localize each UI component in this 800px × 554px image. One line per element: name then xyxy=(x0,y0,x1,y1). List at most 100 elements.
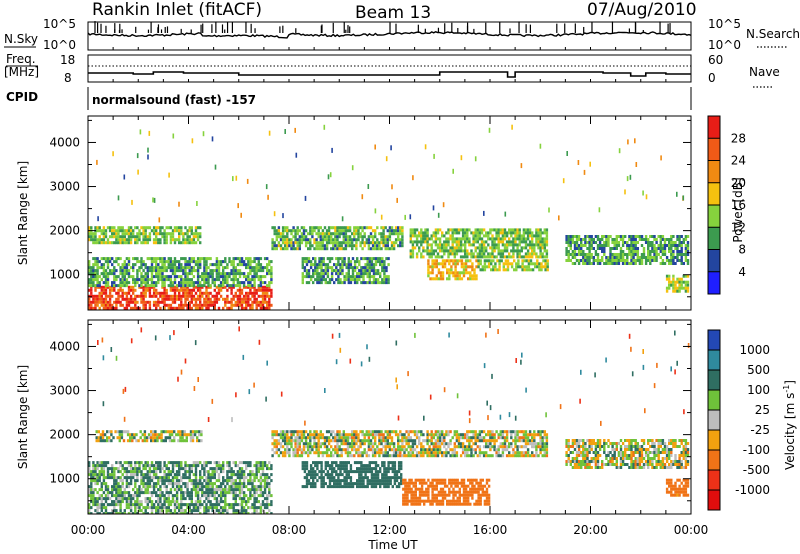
heatmap-cell xyxy=(443,246,446,250)
heatmap-cell xyxy=(487,243,490,247)
heatmap-cell xyxy=(330,235,333,239)
heatmap-cell xyxy=(343,257,346,261)
heatmap-cell xyxy=(275,442,278,446)
heatmap-cell xyxy=(359,235,362,239)
heatmap-cell xyxy=(157,263,160,267)
heatmap-cell xyxy=(116,436,119,440)
heatmap-cell xyxy=(120,430,124,434)
heatmap-cell xyxy=(459,243,463,247)
heatmap-cell xyxy=(146,300,149,304)
heatmap-cell xyxy=(584,262,587,265)
heatmap-cell xyxy=(125,500,129,504)
heatmap-cell xyxy=(192,503,196,507)
heatmap-cell xyxy=(247,482,250,486)
heatmap-cell xyxy=(199,506,202,510)
heatmap-cell xyxy=(182,291,185,295)
heatmap-cell xyxy=(169,479,173,483)
heatmap-cell xyxy=(150,284,154,288)
heatmap-cell xyxy=(171,281,175,285)
heatmap-cell xyxy=(569,244,572,247)
heatmap-cell xyxy=(303,257,307,261)
heatmap-cell xyxy=(144,476,147,480)
heatmap-cell xyxy=(305,281,309,285)
heatmap-cell xyxy=(249,482,252,486)
heatmap-cell xyxy=(188,257,191,261)
heatmap-cell xyxy=(132,503,135,507)
heatmap-cell xyxy=(255,485,258,489)
heatmap-cell xyxy=(684,247,688,250)
heatmap-cell xyxy=(426,228,429,232)
heatmap-cell xyxy=(104,272,108,276)
heatmap-cell xyxy=(298,454,301,458)
heatmap-cell xyxy=(458,259,461,263)
heatmap-cell xyxy=(663,262,667,265)
heatmap-cell xyxy=(326,269,330,273)
heatmap-cell xyxy=(127,275,131,279)
heatmap-cell xyxy=(255,506,258,510)
heatmap-cell xyxy=(186,494,189,498)
heatmap-cell xyxy=(676,289,679,293)
heatmap-cell xyxy=(249,281,252,285)
heatmap-cell xyxy=(188,266,191,270)
heatmap-cell xyxy=(155,473,158,477)
heatmap-cell xyxy=(632,250,635,253)
heatmap-cell xyxy=(144,306,147,310)
heatmap-cell xyxy=(459,237,463,241)
heatmap-cell xyxy=(636,241,639,244)
heatmap-cell xyxy=(292,448,295,452)
heatmap-cell xyxy=(169,461,173,465)
heatmap-cell xyxy=(335,278,338,282)
heatmap-cell xyxy=(590,247,593,250)
heatmap-cell xyxy=(665,244,669,247)
heatmap-cell xyxy=(224,497,227,501)
heatmap-cell xyxy=(603,244,606,247)
heatmap-cell xyxy=(381,257,384,261)
heatmap-cell xyxy=(199,497,202,501)
heatmap-cell xyxy=(678,259,681,262)
heatmap-cell xyxy=(253,512,256,514)
heatmap-cell xyxy=(522,237,526,241)
heatmap-cell xyxy=(127,281,131,285)
heatmap-cell xyxy=(111,288,114,292)
heatmap-cell xyxy=(155,269,158,273)
heatmap-cell xyxy=(226,503,229,507)
heatmap-cell xyxy=(88,263,91,267)
heatmap-cell xyxy=(123,241,126,245)
heatmap-cell xyxy=(360,281,363,285)
heatmap-cell xyxy=(167,500,170,504)
heatmap-cell xyxy=(584,238,587,241)
heatmap-cell xyxy=(169,512,173,514)
heatmap-cell xyxy=(205,278,208,282)
heatmap-cell xyxy=(575,247,579,250)
heatmap-cell xyxy=(301,257,304,261)
heatmap-cell xyxy=(467,277,470,281)
heatmap-cell xyxy=(316,266,319,270)
heatmap-cell xyxy=(388,235,392,239)
heatmap-cell xyxy=(205,285,208,289)
heatmap-cell xyxy=(512,255,515,259)
heatmap-cell xyxy=(659,238,662,241)
heatmap-cell xyxy=(459,240,463,244)
heatmap-cell xyxy=(296,451,299,455)
heatmap-cell xyxy=(173,275,177,279)
heatmap-cell xyxy=(217,266,221,270)
heatmap-cell xyxy=(188,226,191,230)
heatmap-cell xyxy=(255,500,258,504)
heatmap-cell xyxy=(180,488,183,492)
heatmap-cell xyxy=(234,269,237,273)
heatmap-cell xyxy=(180,467,183,471)
heatmap-cell xyxy=(515,268,518,272)
heatmap-cell xyxy=(115,275,118,279)
heatmap-cell xyxy=(270,503,273,507)
heatmap-cell xyxy=(230,473,233,477)
heatmap-cell xyxy=(119,497,122,501)
heatmap-cell xyxy=(232,278,235,282)
heatmap-cell xyxy=(565,238,568,241)
heatmap-cell xyxy=(544,262,547,266)
heatmap-cell xyxy=(188,291,191,295)
heatmap-cell xyxy=(364,281,367,285)
heatmap-cell xyxy=(655,241,658,244)
heatmap-cell xyxy=(164,436,167,440)
heatmap-cell xyxy=(514,231,517,235)
heatmap-cell xyxy=(207,500,210,504)
